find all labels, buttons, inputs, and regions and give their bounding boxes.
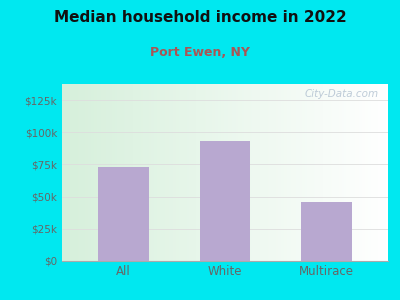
Text: Median household income in 2022: Median household income in 2022 bbox=[54, 11, 346, 26]
Text: City-Data.com: City-Data.com bbox=[304, 89, 378, 99]
Bar bbox=[302, 202, 352, 261]
Bar bbox=[98, 167, 148, 261]
Text: Port Ewen, NY: Port Ewen, NY bbox=[150, 46, 250, 59]
Bar bbox=[200, 141, 250, 261]
